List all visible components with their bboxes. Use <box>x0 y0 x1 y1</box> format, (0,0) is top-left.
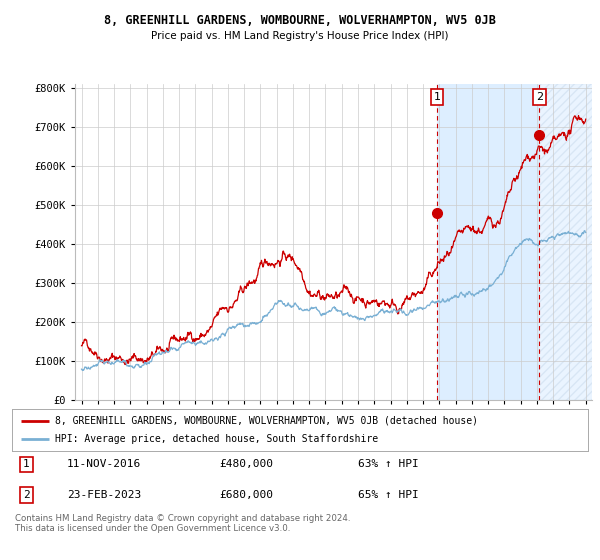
Text: 8, GREENHILL GARDENS, WOMBOURNE, WOLVERHAMPTON, WV5 0JB (detached house): 8, GREENHILL GARDENS, WOMBOURNE, WOLVERH… <box>55 416 478 426</box>
Text: HPI: Average price, detached house, South Staffordshire: HPI: Average price, detached house, Sout… <box>55 434 379 444</box>
Text: 63% ↑ HPI: 63% ↑ HPI <box>358 459 418 469</box>
Text: 65% ↑ HPI: 65% ↑ HPI <box>358 490 418 500</box>
Text: Price paid vs. HM Land Registry's House Price Index (HPI): Price paid vs. HM Land Registry's House … <box>151 31 449 41</box>
Text: £480,000: £480,000 <box>220 459 274 469</box>
Text: 8, GREENHILL GARDENS, WOMBOURNE, WOLVERHAMPTON, WV5 0JB: 8, GREENHILL GARDENS, WOMBOURNE, WOLVERH… <box>104 14 496 27</box>
Text: 2: 2 <box>536 92 543 102</box>
Text: 23-FEB-2023: 23-FEB-2023 <box>67 490 141 500</box>
Text: 1: 1 <box>23 459 30 469</box>
Bar <box>539 84 594 400</box>
Text: 11-NOV-2016: 11-NOV-2016 <box>67 459 141 469</box>
Text: 2: 2 <box>23 490 30 500</box>
Bar <box>437 84 539 400</box>
Text: Contains HM Land Registry data © Crown copyright and database right 2024.
This d: Contains HM Land Registry data © Crown c… <box>15 514 350 534</box>
Text: 1: 1 <box>434 92 441 102</box>
Text: £680,000: £680,000 <box>220 490 274 500</box>
